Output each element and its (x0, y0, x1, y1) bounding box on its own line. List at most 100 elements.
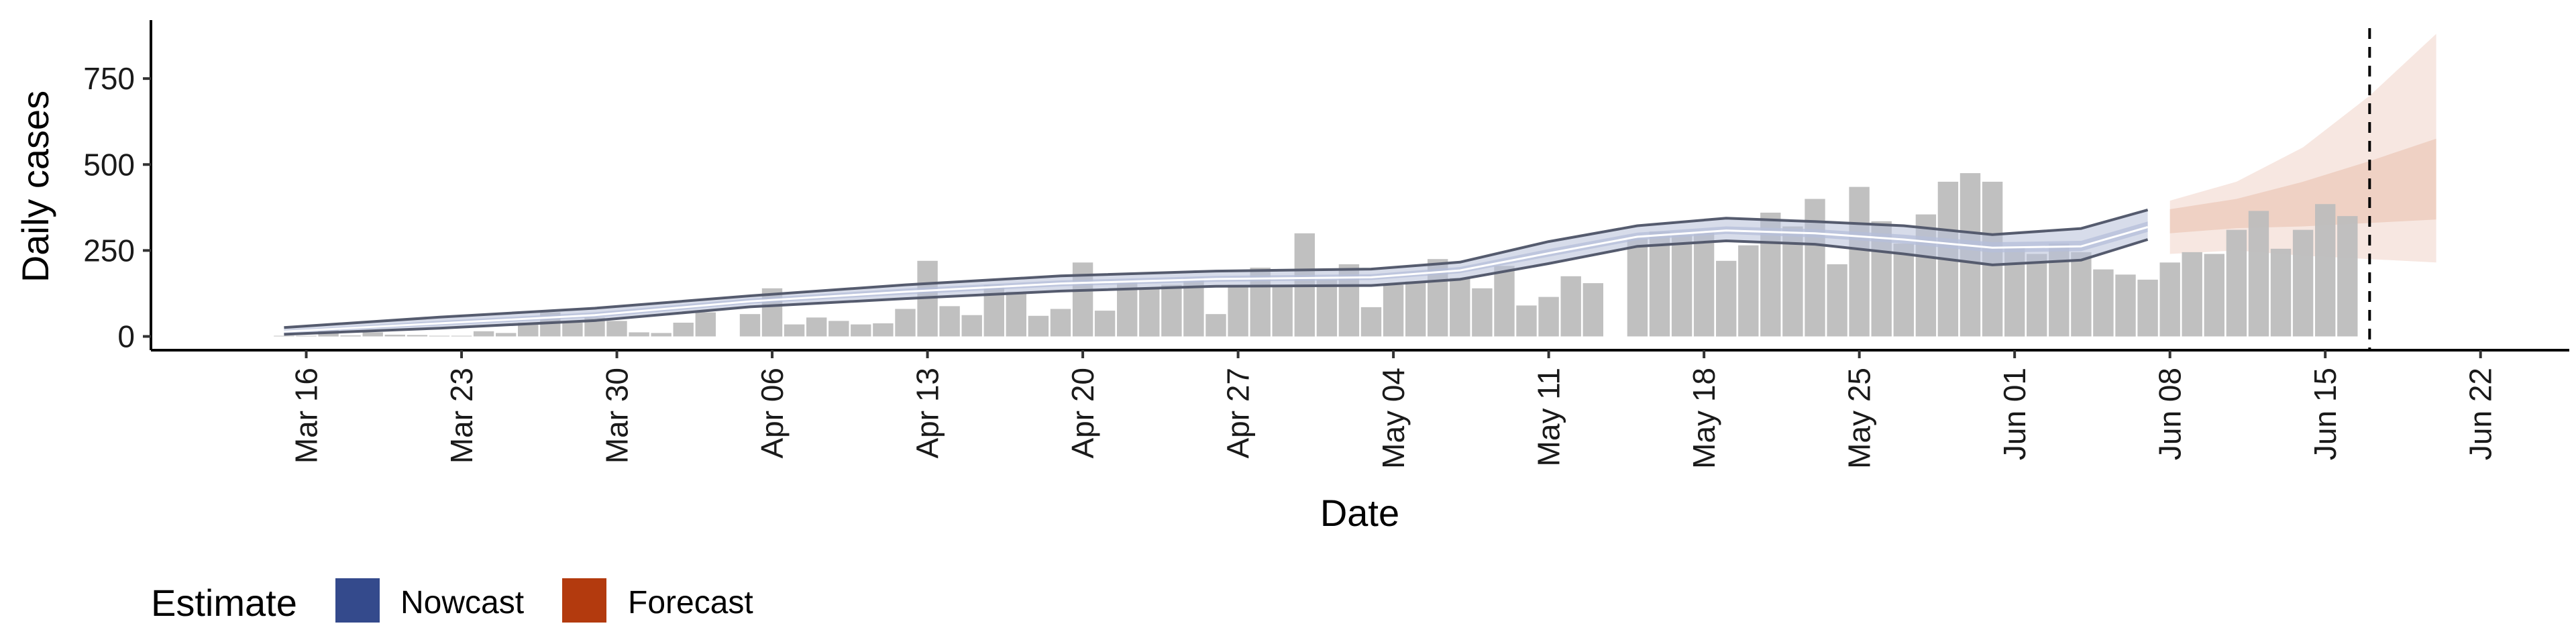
case-bar (1272, 286, 1293, 337)
case-bar (695, 312, 716, 337)
case-bar (473, 331, 494, 337)
case-bar (2204, 254, 2224, 337)
case-bar (1582, 283, 1603, 337)
case-bar (1228, 284, 1248, 337)
case-bar (1316, 279, 1338, 337)
x-axis-title: Date (1320, 492, 1399, 534)
case-bar (274, 335, 294, 337)
x-axis-ticks: Mar 16 Mar 23 Mar 30 Apr 06 Apr 13 Apr 20 Apr … (289, 350, 2498, 469)
x-tick-label: May 11 (1532, 368, 1566, 466)
case-bar (939, 306, 960, 337)
case-bar (1072, 262, 1093, 337)
case-bar (1538, 297, 1559, 337)
x-tick-label: May 25 (1842, 368, 1877, 469)
case-bar (1450, 278, 1470, 337)
case-bar (429, 335, 450, 337)
case-bar (1693, 231, 1715, 337)
case-bar (1006, 291, 1026, 337)
x-tick-label: Jun 15 (2308, 368, 2343, 460)
legend-label-nowcast: Nowcast (400, 585, 524, 621)
case-bar (2071, 252, 2092, 337)
x-tick-label: Jun 22 (2463, 368, 2498, 460)
case-bar (806, 317, 827, 337)
case-bar (340, 335, 361, 337)
case-bar (496, 333, 517, 337)
nowcast-band-50 (284, 221, 2148, 333)
legend: Estimate Nowcast Forecast (151, 578, 753, 624)
nowcast-upper-line (284, 208, 2149, 329)
x-tick-label: Apr 27 (1221, 368, 1256, 459)
case-bar (1117, 281, 1138, 337)
case-bar (1649, 231, 1670, 337)
x-tick-label: Jun 01 (1997, 368, 2032, 460)
nowcast-median-line (284, 226, 2149, 333)
case-bar (2226, 229, 2247, 337)
legend-swatch-nowcast (335, 578, 380, 623)
case-bar (2270, 248, 2292, 337)
case-bar (1716, 260, 1737, 337)
case-bar (2115, 274, 2136, 337)
case-bar (1360, 307, 1382, 337)
case-bar (1494, 266, 1515, 337)
case-bar (1560, 276, 1581, 337)
nowcast-lower-line (284, 238, 2149, 336)
case-bar (851, 324, 871, 337)
case-bar (1050, 309, 1071, 337)
case-bar (2292, 229, 2314, 337)
case-bar (1805, 199, 1825, 337)
case-bar (2182, 252, 2202, 337)
case-bar (1383, 284, 1404, 337)
y-tick-label: 250 (83, 233, 135, 268)
case-bar (1094, 311, 1116, 337)
case-bar (828, 321, 849, 337)
case-bar (629, 332, 649, 337)
legend-label-forecast: Forecast (628, 585, 753, 621)
case-bar (651, 333, 672, 337)
case-bar (1849, 186, 1870, 337)
case-bar (2248, 211, 2269, 337)
y-tick-label: 500 (83, 147, 135, 182)
case-bar (1671, 235, 1693, 337)
case-bar (739, 314, 761, 337)
case-bar (2337, 216, 2358, 337)
case-bar (2159, 262, 2180, 337)
case-bar (2315, 204, 2336, 337)
case-bar (384, 334, 405, 337)
case-bar (606, 321, 627, 337)
case-bar (451, 335, 472, 337)
case-bar (1827, 264, 1847, 337)
case-bar (1627, 238, 1648, 337)
case-bar (362, 332, 383, 337)
y-tick-label: 750 (83, 61, 135, 96)
case-bar (296, 335, 317, 337)
case-bar (1472, 288, 1493, 337)
x-tick-label: Apr 20 (1065, 368, 1100, 459)
case-bar (1893, 244, 1914, 337)
case-bar (895, 309, 916, 337)
case-bar (2027, 254, 2047, 337)
x-tick-label: Mar 30 (600, 368, 635, 464)
case-bar (1516, 305, 1537, 337)
y-axis-ticks: 0 250 500 750 (83, 61, 151, 354)
case-bar (1139, 288, 1160, 337)
case-bar (784, 324, 805, 337)
x-tick-label: Mar 16 (289, 368, 324, 464)
nowcast-band-layer (284, 208, 2149, 336)
case-bar (961, 315, 982, 337)
case-bar (1205, 314, 1226, 337)
x-tick-label: Mar 23 (444, 368, 479, 464)
legend-title: Estimate (151, 582, 297, 624)
x-tick-label: May 18 (1686, 368, 1721, 469)
case-bar (873, 323, 894, 337)
case-bar (1738, 245, 1759, 337)
case-bar (673, 323, 694, 337)
x-tick-label: May 04 (1376, 368, 1411, 469)
y-axis-title: Daily cases (14, 91, 56, 282)
x-tick-label: Jun 08 (2153, 368, 2188, 460)
case-bar (562, 323, 583, 337)
x-tick-label: Apr 13 (910, 368, 945, 459)
x-tick-label: Apr 06 (755, 368, 790, 459)
case-bar (1028, 315, 1049, 337)
case-bar (2093, 269, 2114, 337)
